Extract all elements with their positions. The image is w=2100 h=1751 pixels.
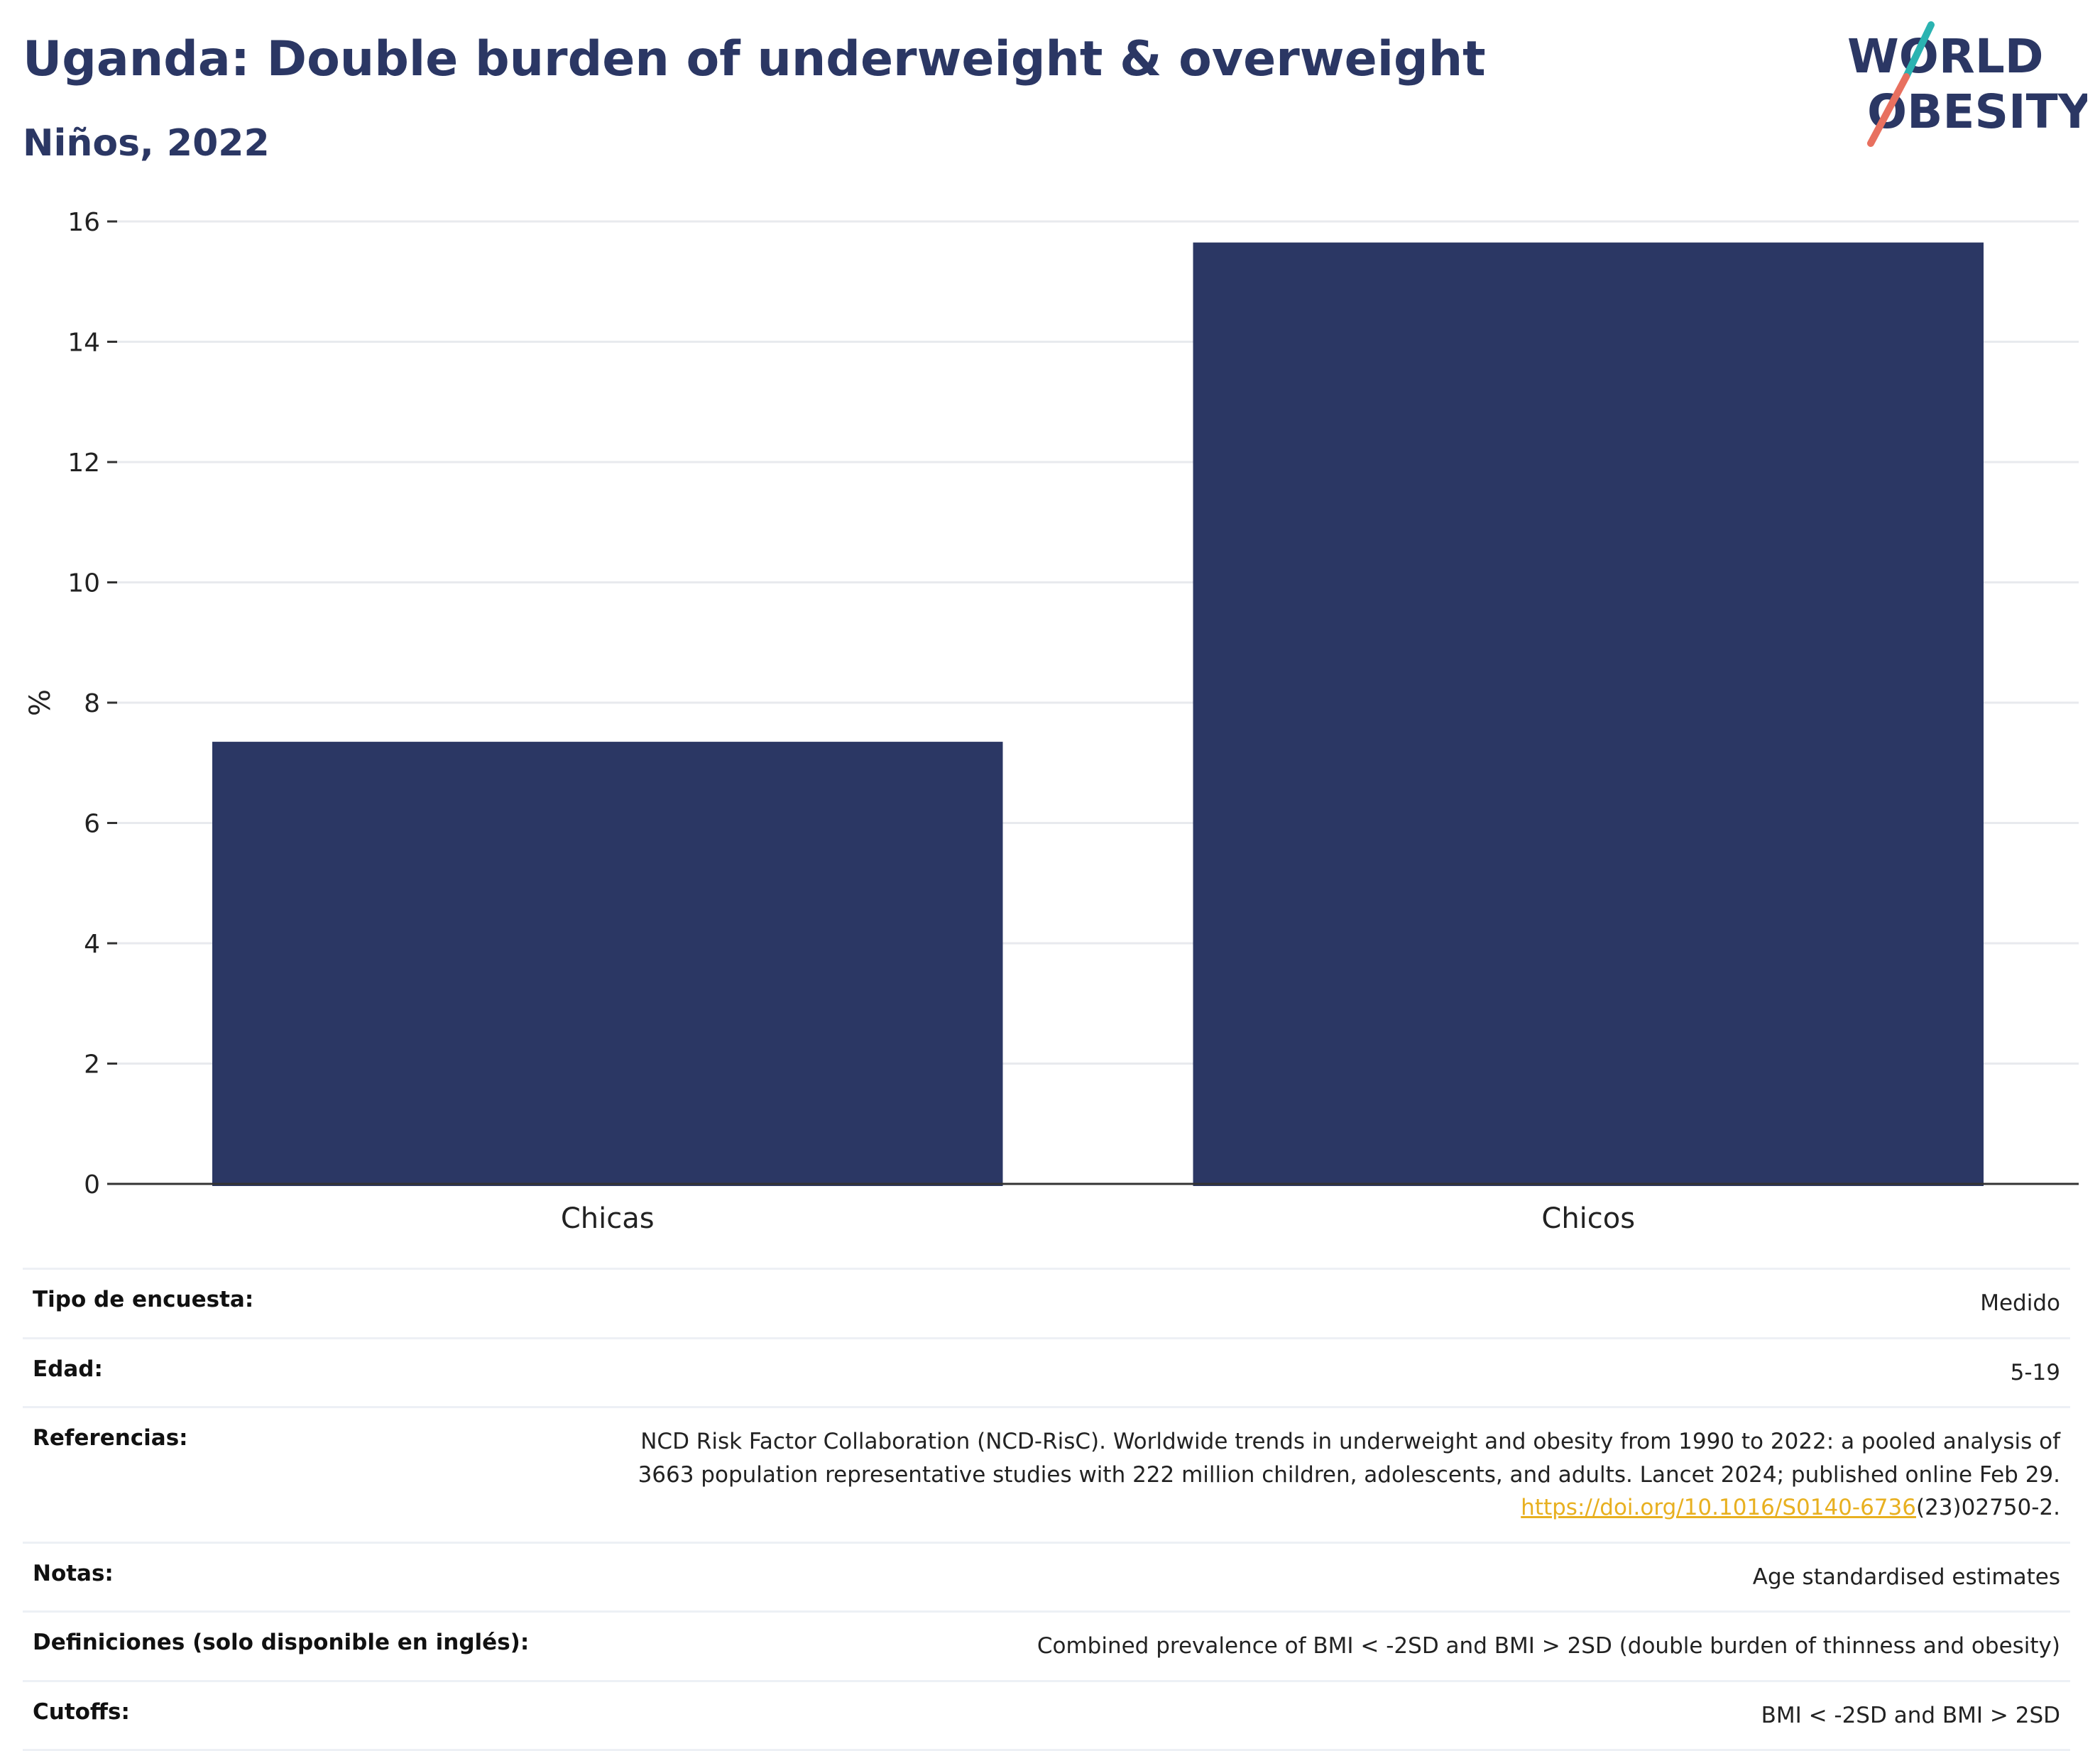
bar-chicas <box>212 742 1002 1186</box>
chart-title: Uganda: Double burden of underweight & o… <box>23 31 1486 87</box>
y-tick-label: 8 <box>84 689 100 718</box>
bar-chicos <box>1193 243 1984 1186</box>
definitions-value: Combined prevalence of BMI < -2SD and BM… <box>1037 1630 2060 1663</box>
y-axis-ticks: 0 2 4 6 8 10 12 14 16 <box>67 208 117 1200</box>
notes-label: Notas: <box>33 1561 114 1594</box>
references-doi-suffix: (23)02750-2. <box>1916 1495 2060 1520</box>
y-tick-label: 10 <box>67 569 100 598</box>
logo-text-world: WORLD <box>1847 29 2044 84</box>
survey-type-label: Tipo de encuesta: <box>33 1287 253 1320</box>
bars <box>212 243 1984 1186</box>
row-definitions: Definiciones (solo disponible en inglés)… <box>23 1610 2070 1680</box>
references-value: NCD Risk Factor Collaboration (NCD-RisC)… <box>638 1425 2060 1525</box>
y-tick-label: 6 <box>84 810 100 839</box>
references-label: Referencias: <box>33 1425 188 1525</box>
y-tick-label: 2 <box>84 1050 100 1080</box>
row-references: Referencias: NCD Risk Factor Collaborati… <box>23 1406 2070 1542</box>
y-tick-label: 16 <box>67 208 100 237</box>
cutoffs-label: Cutoffs: <box>33 1699 130 1733</box>
row-notes: Notas: Age standardised estimates <box>23 1542 2070 1611</box>
y-axis-label: % <box>24 689 57 716</box>
y-tick-label: 14 <box>67 329 100 358</box>
x-tick-label: Chicos <box>1541 1202 1635 1235</box>
references-line2: 3663 population representative studies w… <box>638 1462 2060 1488</box>
row-cutoffs: Cutoffs: BMI < -2SD and BMI > 2SD <box>23 1680 2070 1751</box>
metadata-table: Tipo de encuesta: Medido Edad: 5-19 Refe… <box>23 1268 2070 1751</box>
age-label: Edad: <box>33 1356 103 1390</box>
references-doi-link[interactable]: https://doi.org/10.1016/S0140-6736 <box>1521 1495 1916 1520</box>
age-value: 5-19 <box>2011 1356 2060 1390</box>
cutoffs-value: BMI < -2SD and BMI > 2SD <box>1761 1699 2060 1733</box>
row-age: Edad: 5-19 <box>23 1337 2070 1407</box>
bar-chart: 0 2 4 6 8 10 12 14 16 Chicas Chicos % <box>0 192 2100 1242</box>
notes-value: Age standardised estimates <box>1753 1561 2060 1594</box>
x-tick-label: Chicas <box>561 1202 655 1235</box>
y-tick-label: 4 <box>84 930 100 959</box>
chart-subtitle: Niños, 2022 <box>23 122 270 165</box>
references-line1: NCD Risk Factor Collaboration (NCD-RisC)… <box>640 1429 2060 1454</box>
row-survey-type: Tipo de encuesta: Medido <box>23 1268 2070 1337</box>
world-obesity-logo: WORLD OBESITY <box>1846 21 2087 149</box>
survey-type-value: Medido <box>1980 1287 2060 1320</box>
y-tick-label: 12 <box>67 449 100 478</box>
x-axis-ticks: Chicas Chicos <box>561 1202 1635 1235</box>
definitions-label: Definiciones (solo disponible en inglés)… <box>33 1630 529 1663</box>
y-tick-label: 0 <box>84 1170 100 1200</box>
